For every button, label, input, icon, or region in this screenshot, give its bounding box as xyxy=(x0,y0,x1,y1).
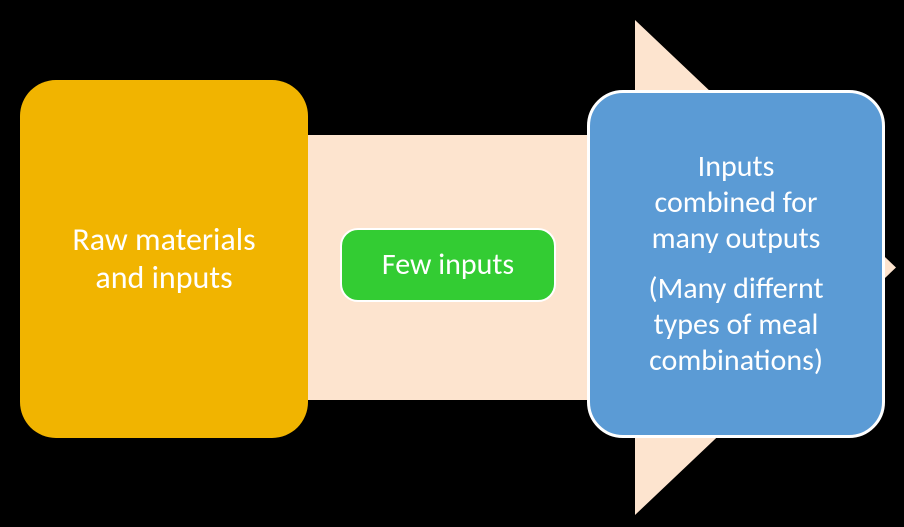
inputs-combined-box: Inputs combined for many outputs (Many d… xyxy=(587,90,885,438)
raw-materials-box: Raw materials and inputs xyxy=(20,80,308,438)
raw-materials-line1: Raw materials xyxy=(72,221,255,259)
inputs-combined-line4: (Many differnt xyxy=(648,271,823,307)
inputs-combined-line2: combined for xyxy=(655,185,818,221)
diagram-stage: Raw materials and inputs Few inputs Inpu… xyxy=(0,0,904,527)
raw-materials-line2: and inputs xyxy=(95,259,232,297)
inputs-combined-line3: many outputs xyxy=(652,221,821,257)
few-inputs-box: Few inputs xyxy=(340,228,556,302)
inputs-combined-line1: Inputs xyxy=(698,149,775,185)
inputs-combined-line6: combinations) xyxy=(649,343,823,379)
inputs-combined-line5: types of meal xyxy=(654,307,819,343)
few-inputs-label: Few inputs xyxy=(382,247,514,283)
